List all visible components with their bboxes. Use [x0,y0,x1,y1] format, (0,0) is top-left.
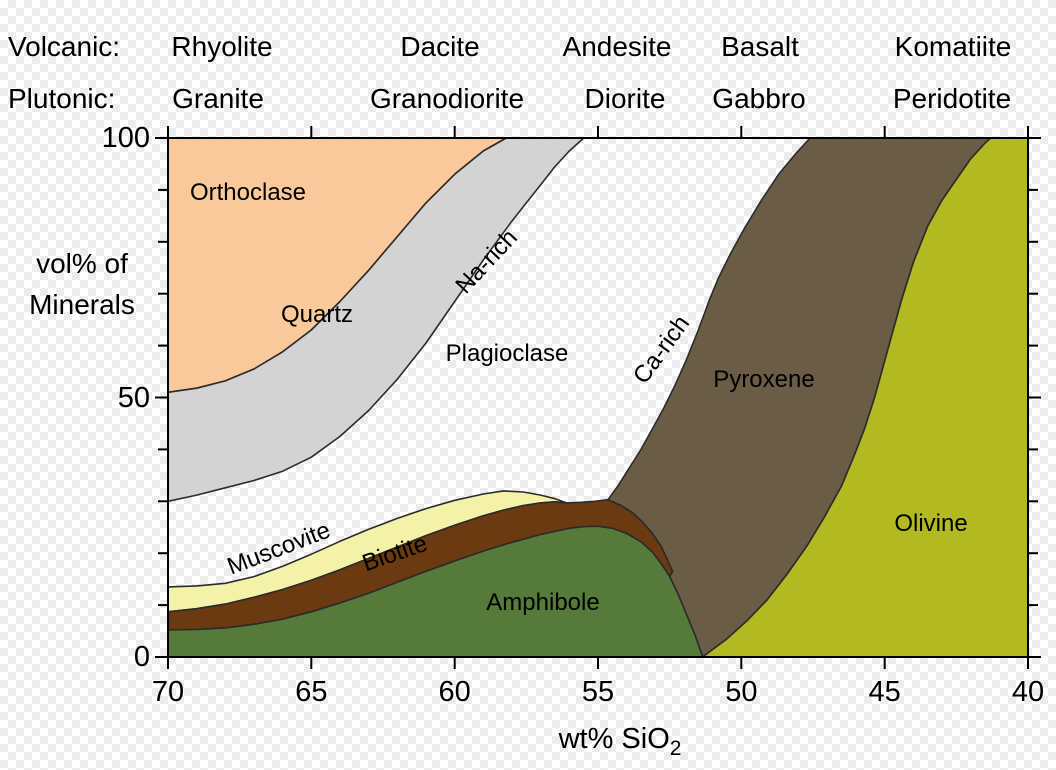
y-axis-title: vol% of Minerals [4,243,160,325]
x-axis-title-sub: 2 [669,736,682,760]
y-tick-label-100: 100 [101,122,150,154]
plutonic-name-granite: Granite [172,83,264,114]
x-tick-label-50: 50 [725,676,758,708]
label-quartz: Quartz [280,301,354,328]
x-axis-title-main: wt% SiO [558,723,670,755]
label-olivine: Olivine [894,510,968,537]
y-axis-title-line1: vol% of [36,248,128,279]
x-tick-label-45: 45 [868,676,901,708]
axes [155,126,1041,669]
x-tick-label-40: 40 [1011,676,1045,708]
plutonic-name-gabbro: Gabbro [712,83,806,114]
volcanic-name-dacite: Dacite [400,31,480,62]
volcanic-name-rhyolite: Rhyolite [171,31,273,62]
label-pyroxene: Pyroxene [713,366,815,393]
label-orthoclase: Orthoclase [189,179,307,206]
x-tick-label-70: 70 [151,676,185,708]
region-quartz [167,137,585,503]
label-plagioclase: Plagioclase [445,340,569,367]
x-tick-label-55: 55 [581,676,615,708]
x-axis-title: wt% SiO2 [500,723,740,761]
y-axis-title-line2: Minerals [29,289,135,320]
y-tick-label-0: 0 [133,641,150,673]
plutonic-name-granodiorite: Granodiorite [369,83,525,114]
plutonic-name-peridotite: Peridotite [892,83,1012,114]
x-tick-label-65: 65 [295,676,328,708]
region-olivine [701,137,1029,658]
x-tick-label-60: 60 [438,676,471,708]
regions [167,137,1029,658]
region-amphibole [167,525,704,658]
volcanic-name-andesite: Andesite [562,31,672,62]
plutonic-name-diorite: Diorite [584,83,666,114]
volcanic-row-label: Volcanic: [8,31,121,62]
label-amphibole: Amphibole [486,589,600,616]
volcanic-name-komatiite: Komatiite [894,31,1012,62]
y-tick-label-50: 50 [117,381,150,414]
volcanic-name-basalt: Basalt [721,31,799,62]
plutonic-row-label: Plutonic: [8,83,116,114]
